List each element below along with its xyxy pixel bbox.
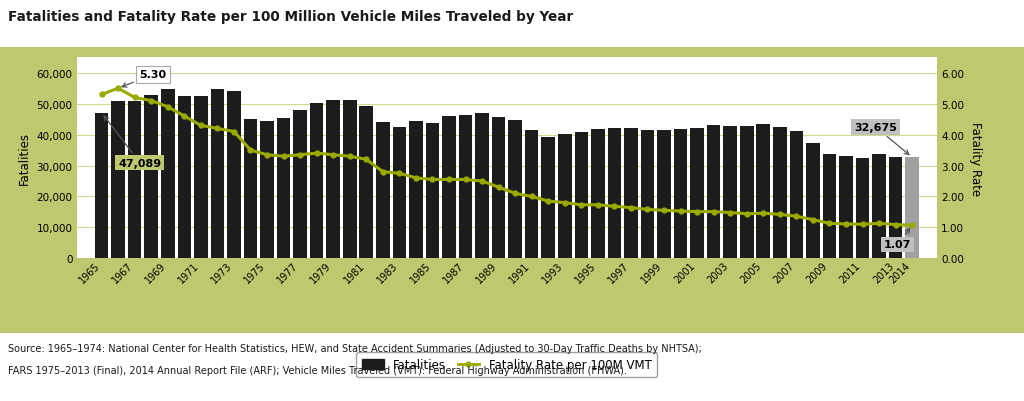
Bar bbox=[790, 132, 803, 259]
Bar bbox=[492, 118, 506, 259]
Bar bbox=[905, 158, 919, 259]
Bar bbox=[211, 90, 224, 259]
Bar bbox=[757, 124, 770, 259]
Bar bbox=[674, 129, 687, 259]
Text: FARS 1975–2013 (Final), 2014 Annual Report File (ARF); Vehicle Miles Traveled (V: FARS 1975–2013 (Final), 2014 Annual Repo… bbox=[8, 365, 627, 375]
Text: 47,089: 47,089 bbox=[104, 117, 161, 168]
Bar bbox=[574, 133, 588, 259]
Text: Fatalities and Fatality Rate per 100 Million Vehicle Miles Traveled by Year: Fatalities and Fatality Rate per 100 Mil… bbox=[8, 10, 573, 24]
Bar bbox=[607, 129, 622, 259]
Bar bbox=[327, 101, 340, 259]
Bar bbox=[293, 111, 307, 259]
Text: 1.07: 1.07 bbox=[884, 229, 911, 250]
Bar bbox=[475, 113, 488, 259]
Bar bbox=[856, 158, 869, 259]
Bar bbox=[260, 122, 273, 259]
Bar bbox=[840, 157, 853, 259]
Bar bbox=[822, 154, 837, 259]
Bar bbox=[195, 97, 208, 259]
Bar bbox=[128, 102, 141, 259]
Bar bbox=[723, 127, 737, 259]
Bar bbox=[806, 144, 819, 259]
Bar bbox=[161, 90, 174, 259]
Bar bbox=[558, 135, 571, 259]
Bar bbox=[359, 107, 373, 259]
Y-axis label: Fatality Rate: Fatality Rate bbox=[969, 122, 982, 195]
Text: 32,675: 32,675 bbox=[854, 123, 909, 155]
Bar bbox=[95, 113, 109, 259]
Bar bbox=[740, 126, 754, 259]
Bar bbox=[707, 126, 721, 259]
Bar bbox=[542, 138, 555, 259]
Bar bbox=[276, 118, 291, 259]
Bar bbox=[244, 119, 257, 259]
Bar bbox=[459, 115, 472, 259]
Bar bbox=[872, 154, 886, 259]
Bar bbox=[310, 103, 324, 259]
Bar bbox=[625, 129, 638, 259]
Bar bbox=[343, 101, 356, 259]
Bar bbox=[426, 124, 439, 259]
Bar bbox=[657, 130, 671, 259]
Text: 5.30: 5.30 bbox=[122, 70, 167, 88]
Bar bbox=[641, 131, 654, 259]
Bar bbox=[227, 92, 241, 259]
Bar bbox=[773, 128, 786, 259]
Bar bbox=[442, 116, 456, 259]
Bar bbox=[376, 123, 389, 259]
Bar bbox=[112, 102, 125, 259]
Bar bbox=[889, 157, 902, 259]
Bar bbox=[177, 96, 191, 259]
Text: Source: 1965–1974: National Center for Health Statistics, HEW, and State Acciden: Source: 1965–1974: National Center for H… bbox=[8, 343, 701, 353]
Bar bbox=[410, 122, 423, 259]
Bar bbox=[690, 128, 703, 259]
Bar bbox=[392, 127, 407, 259]
Y-axis label: Fatalities: Fatalities bbox=[18, 132, 31, 185]
Bar bbox=[508, 121, 522, 259]
Legend: Fatalities, Fatality Rate per 100M VMT: Fatalities, Fatality Rate per 100M VMT bbox=[356, 352, 657, 377]
Bar bbox=[591, 130, 604, 259]
Bar bbox=[144, 96, 158, 259]
Bar bbox=[525, 131, 539, 259]
